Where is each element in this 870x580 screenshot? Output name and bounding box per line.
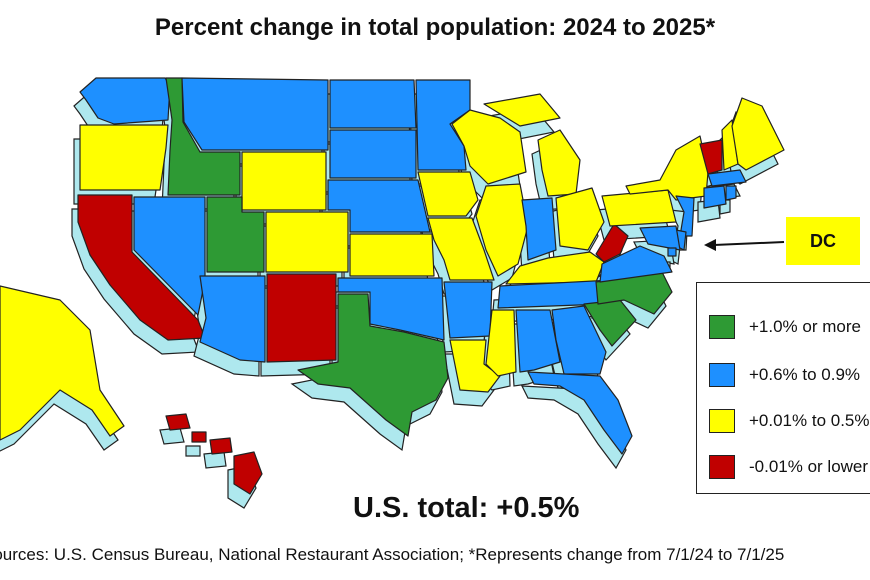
state-nm [266, 273, 337, 363]
legend-item-green: +1.0% or more [709, 313, 861, 341]
state-ca [77, 194, 206, 341]
state-ct [703, 185, 727, 209]
legend-label: +1.0% or more [749, 317, 861, 336]
dc-callout-label: DC [786, 217, 860, 265]
legend-item-red: -0.01% or lower [709, 453, 868, 481]
state-ks [349, 233, 435, 277]
source-note: Sources: U.S. Census Bureau, National Re… [0, 545, 785, 564]
state-ut [206, 196, 265, 273]
state-ne [327, 179, 431, 233]
state-mn [415, 79, 471, 171]
state-ga [551, 305, 607, 375]
state-oh [555, 187, 605, 251]
legend-label: +0.01% to 0.5% [749, 411, 870, 430]
state-ok [337, 277, 445, 341]
state-nv [133, 196, 206, 316]
state-co [265, 211, 349, 273]
legend-item-blue: +0.6% to 0.9% [709, 361, 860, 389]
state-nd [329, 79, 417, 129]
state-wv [595, 223, 629, 263]
map-legend: +1.0% or more +0.6% to 0.9% +0.01% to 0.… [696, 282, 870, 494]
state-ma [707, 169, 747, 187]
us-total-label: U.S. total: +0.5% [353, 492, 580, 524]
state-ia [417, 171, 479, 217]
map-title: Percent change in total population: 2024… [154, 14, 716, 41]
state-al [515, 309, 561, 373]
state-va [599, 245, 673, 283]
legend-swatch-red [709, 455, 735, 479]
state-tx [297, 293, 449, 437]
state-id [165, 77, 241, 196]
state-pa [601, 189, 677, 227]
legend-label: +0.6% to 0.9% [749, 365, 861, 384]
state-layer [0, 77, 785, 495]
state-extrusion-hi [159, 427, 257, 509]
state-hi [165, 413, 263, 495]
state-ri [725, 185, 737, 201]
state-dc [667, 247, 677, 257]
legend-swatch-yellow [709, 409, 735, 433]
dc-arrow [704, 239, 785, 251]
state-fl [527, 371, 633, 455]
legend-label: -0.01% or lower [749, 457, 869, 476]
state-wy [241, 151, 327, 211]
state-vt [699, 139, 723, 175]
state-ar [443, 281, 493, 339]
state-me [731, 97, 785, 171]
state-mt [181, 77, 329, 151]
state-sd [329, 129, 417, 179]
state-wi [451, 109, 527, 185]
state-az [199, 275, 266, 363]
state-ak [0, 285, 125, 441]
state-ny [625, 135, 709, 201]
state-ms [485, 309, 517, 377]
state-la [449, 339, 501, 393]
state-il [475, 183, 529, 277]
state-or [79, 124, 169, 191]
legend-item-yellow: +0.01% to 0.5% [709, 407, 870, 435]
legend-swatch-green [709, 315, 735, 339]
state-md [639, 225, 681, 251]
state-mo [427, 217, 495, 281]
legend-swatch-blue [709, 363, 735, 387]
state-in [521, 197, 557, 261]
